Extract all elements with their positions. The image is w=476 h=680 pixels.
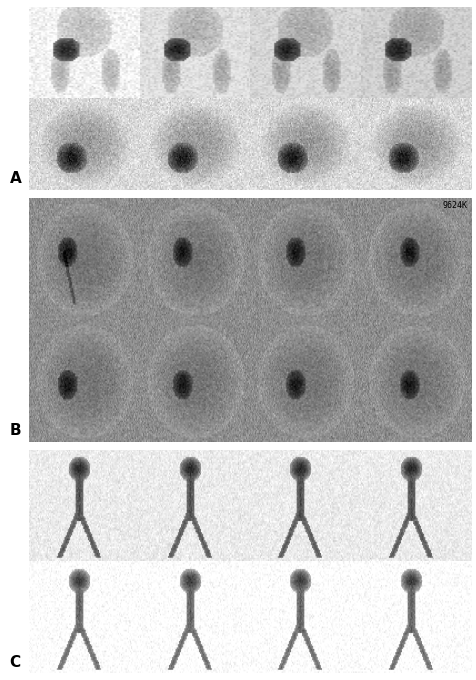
Text: A: A	[10, 171, 21, 186]
Text: C: C	[10, 655, 20, 670]
Text: 9624K: 9624K	[442, 201, 466, 210]
Text: B: B	[10, 423, 21, 438]
